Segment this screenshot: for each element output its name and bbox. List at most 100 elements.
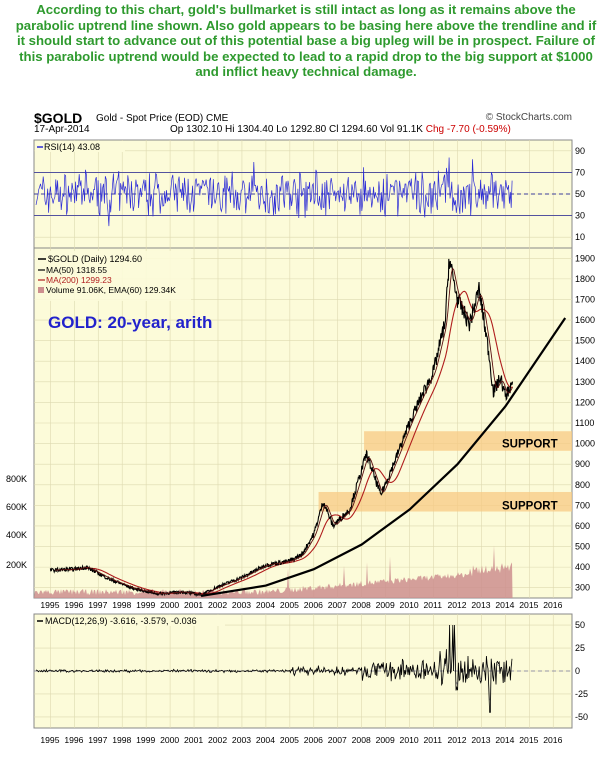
x-tick-label: 2011 [424, 600, 443, 610]
x-tick-label: 1996 [64, 735, 83, 745]
x-tick-label: 2009 [376, 735, 395, 745]
x-tick-label: 2000 [160, 735, 179, 745]
macd-tick-label: 25 [575, 643, 585, 653]
x-tick-label: 2006 [304, 600, 323, 610]
x-tick-label: 2007 [328, 600, 347, 610]
legend-price-label: $GOLD (Daily) 1294.60 [48, 254, 142, 264]
x-tick-label: 2008 [352, 735, 371, 745]
x-tick-label: 1995 [40, 735, 59, 745]
x-tick-label: 2006 [304, 735, 323, 745]
x-tick-label: 1999 [136, 735, 155, 745]
macd-tick-label: 50 [575, 620, 585, 630]
x-tick-label: 2014 [495, 600, 514, 610]
price-tick-label: 1500 [575, 336, 595, 346]
price-tick-label: 400 [575, 562, 590, 572]
x-tick-label: 2003 [232, 600, 251, 610]
price-line [49, 258, 514, 598]
x-tick-label: 2016 [543, 735, 562, 745]
x-tick-label: 2012 [447, 600, 466, 610]
price-tick-label: 1900 [575, 253, 595, 263]
quote-values: Op 1302.10 Hi 1304.40 Lo 1292.80 Cl 1294… [170, 124, 423, 135]
x-tick-label: 2004 [256, 600, 275, 610]
rsi-tick-label: 90 [575, 146, 585, 156]
x-tick-label: 2015 [519, 600, 538, 610]
x-tick-label: 2013 [471, 600, 490, 610]
macd-legend-label: MACD(12,26,9) -3.616, -3.579, -0.036 [45, 616, 197, 626]
price-tick-label: 1000 [575, 439, 595, 449]
rsi-tick-label: 10 [575, 232, 585, 242]
price-tick-label: 1800 [575, 274, 595, 284]
legend-volume-swatch [38, 287, 44, 293]
support-label: SUPPORT [502, 439, 558, 451]
macd-tick-label: 0 [575, 666, 580, 676]
rsi-legend-bg [35, 141, 125, 152]
x-tick-label: 1997 [88, 600, 107, 610]
volume-area [34, 545, 513, 598]
volume-tick-label: 200K [6, 560, 27, 570]
chart-source: © StockCharts.com [485, 112, 572, 123]
chart-caption: According to this chart, gold's bullmark… [15, 2, 597, 79]
x-tick-label: 1997 [88, 735, 107, 745]
price-tick-label: 1100 [575, 418, 594, 428]
support-band-700 [318, 491, 572, 512]
volume-tick-label: 600K [6, 502, 27, 512]
price-tick-label: 500 [575, 542, 590, 552]
x-tick-label: 2010 [400, 735, 419, 745]
price-tick-label: 1300 [575, 377, 595, 387]
x-tick-label: 2008 [352, 600, 371, 610]
x-tick-label: 2010 [400, 600, 419, 610]
rsi-legend-label: RSI(14) 43.08 [44, 142, 100, 152]
price-tick-label: 600 [575, 521, 590, 531]
x-tick-label: 2015 [519, 735, 538, 745]
chart-title: GOLD: 20-year, arith [48, 313, 212, 332]
x-tick-label: 2013 [471, 735, 490, 745]
macd-tick-label: -50 [575, 712, 588, 722]
legend-ma50-label: MA(50) 1318.55 [46, 265, 107, 275]
price-tick-label: 300 [575, 583, 590, 593]
x-tick-label: 2005 [280, 735, 299, 745]
x-tick-label: 2016 [543, 600, 562, 610]
ma50-line [55, 267, 513, 596]
macd-line [35, 624, 513, 713]
legend-ma200-label: MA(200) 1299.23 [46, 275, 112, 285]
legend-volume-label: Volume 91.06K, EMA(60) 129.34K [46, 285, 176, 295]
rsi-tick-label: 50 [575, 189, 585, 199]
x-tick-label: 1998 [112, 600, 131, 610]
x-tick-label: 2007 [328, 735, 347, 745]
price-tick-label: 1600 [575, 315, 595, 325]
volume-tick-label: 800K [6, 474, 27, 484]
chart-symbol: $GOLD [34, 110, 83, 126]
rsi-line [35, 157, 513, 227]
chart-quote: Op 1302.10 Hi 1304.40 Lo 1292.80 Cl 1294… [170, 124, 511, 135]
chart-date: 17-Apr-2014 [34, 124, 90, 135]
support-band-1000 [364, 431, 572, 451]
rsi-tick-label: 70 [575, 167, 585, 177]
x-tick-label: 2002 [208, 600, 227, 610]
x-tick-label: 1999 [136, 600, 155, 610]
chart-instrument-name: Gold - Spot Price (EOD) CME [96, 113, 229, 124]
volume-tick-label: 400K [6, 530, 27, 540]
x-tick-label: 1995 [40, 600, 59, 610]
support-label: SUPPORT [502, 500, 558, 512]
macd-tick-label: -25 [575, 689, 588, 699]
x-tick-label: 2000 [160, 600, 179, 610]
rsi-tick-label: 30 [575, 211, 585, 221]
x-tick-label: 2002 [208, 735, 227, 745]
price-tick-label: 1200 [575, 397, 595, 407]
price-legend-bg [35, 251, 191, 301]
x-tick-label: 2014 [495, 735, 514, 745]
x-tick-label: 2005 [280, 600, 299, 610]
x-tick-label: 2012 [447, 735, 466, 745]
x-tick-label: 1996 [64, 600, 83, 610]
x-tick-label: 2001 [184, 600, 203, 610]
x-tick-label: 2001 [184, 735, 203, 745]
quote-change: Chg -7.70 (-0.59%) [425, 124, 511, 135]
price-tick-label: 700 [575, 500, 590, 510]
x-tick-label: 1998 [112, 735, 131, 745]
price-tick-label: 1400 [575, 356, 595, 366]
parabolic-trendline [201, 317, 567, 597]
price-tick-label: 800 [575, 480, 590, 490]
price-tick-label: 1700 [575, 294, 595, 304]
macd-legend-bg [35, 615, 225, 626]
